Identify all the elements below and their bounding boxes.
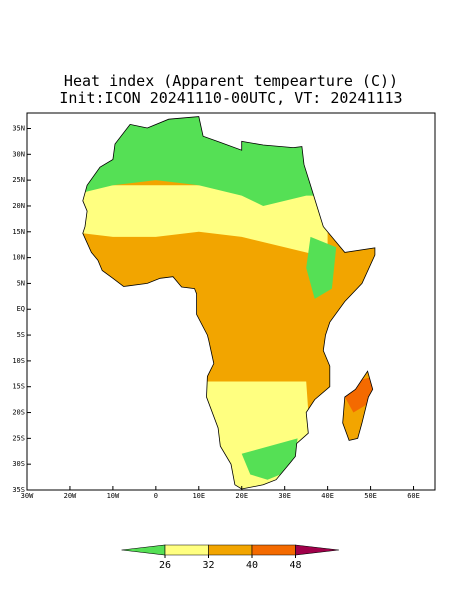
x-tick-label: 60E [407, 492, 420, 500]
heat-area [198, 381, 311, 489]
x-tick-label: 10E [192, 492, 205, 500]
y-tick-label: 5S [17, 331, 25, 339]
heat-area [241, 438, 298, 480]
heat-area [306, 236, 337, 299]
colorbar-label: 26 [159, 560, 171, 571]
x-tick-label: 20W [64, 492, 77, 500]
x-tick-label: 20E [235, 492, 248, 500]
x-tick-label: 40E [321, 492, 334, 500]
colorbar-swatch [208, 544, 253, 556]
map-frame [26, 112, 436, 491]
x-tick-label: 30W [21, 492, 34, 500]
y-tick-label: 10N [12, 254, 25, 262]
y-tick-label: 15N [12, 228, 25, 236]
colorbar-swatch [164, 544, 209, 556]
y-tick-label: 10S [12, 357, 25, 365]
x-tick-label: 0 [154, 492, 158, 500]
y-tick-label: 15S [12, 383, 25, 391]
x-tick-label: 50E [364, 492, 377, 500]
y-tick-label: 5N [17, 279, 25, 287]
y-tick-label: 30S [12, 460, 25, 468]
y-tick-label: 25S [12, 434, 25, 442]
y-tick-label: EQ [17, 305, 25, 313]
colorbar-label: 32 [202, 560, 214, 571]
title-line: Init:ICON 20241110-00UTC, VT: 20241113 [59, 89, 402, 107]
colorbar-label: 48 [289, 560, 301, 571]
colorbar-swatch [295, 544, 340, 556]
colorbar-swatch [121, 544, 166, 556]
y-tick-label: 20N [12, 202, 25, 210]
y-tick-label: 30N [12, 150, 25, 158]
coastline [82, 116, 376, 490]
x-tick-label: 30E [278, 492, 291, 500]
y-tick-label: 35N [12, 124, 25, 132]
title-line: Heat index (Apparent tempearture (C)) [64, 72, 398, 90]
map [82, 116, 376, 490]
y-tick-label: 25N [12, 176, 25, 184]
x-tick-label: 10W [107, 492, 120, 500]
colorbar-label: 40 [246, 560, 258, 571]
colorbar-swatch [251, 544, 296, 556]
y-tick-label: 35S [12, 486, 25, 494]
y-tick-label: 20S [12, 409, 25, 417]
heat-field [82, 116, 375, 489]
